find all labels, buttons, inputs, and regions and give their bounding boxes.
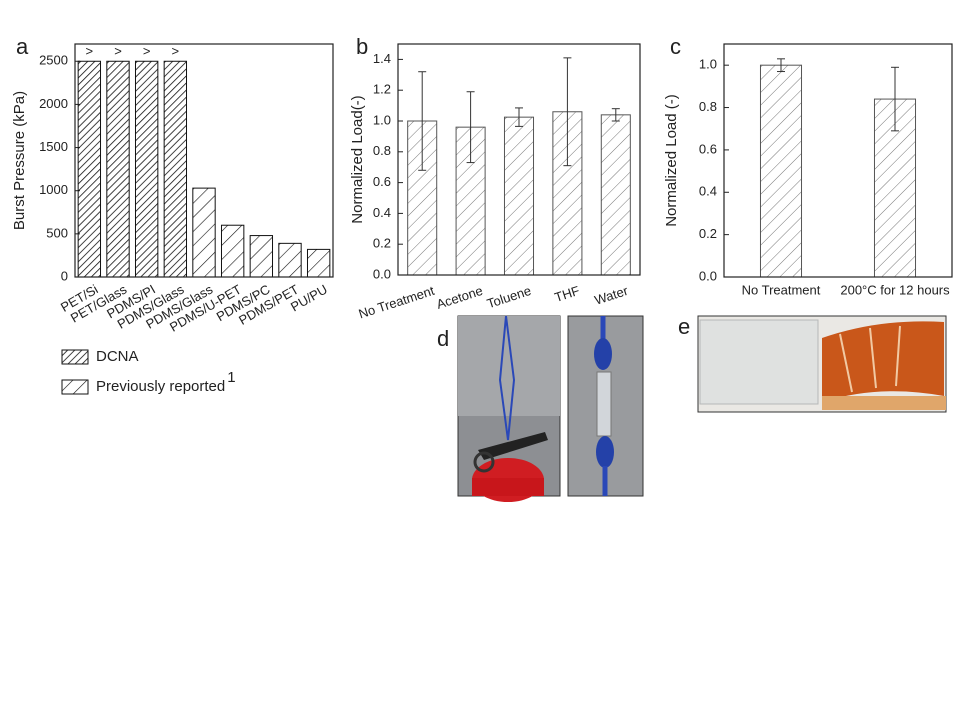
plot-frame xyxy=(723,43,953,278)
annotation: > xyxy=(86,43,94,58)
y-tick-label: 1500 xyxy=(39,139,68,154)
error-bar xyxy=(563,57,572,167)
error-bar xyxy=(611,108,620,122)
y-tick-label: 2000 xyxy=(39,96,68,111)
bar xyxy=(503,116,535,276)
error-bar xyxy=(891,66,899,132)
photo-d-left xyxy=(457,315,561,502)
x-tick-label: No Treatment xyxy=(357,283,437,322)
x-tick-label: Toluene xyxy=(485,283,533,311)
bar xyxy=(163,60,188,278)
panel-label: c xyxy=(670,34,681,59)
y-tick-label: 0.6 xyxy=(373,174,391,189)
y-tick-label: 0.8 xyxy=(699,99,717,114)
photo-d-right xyxy=(567,315,644,497)
bar xyxy=(278,242,302,278)
plot-frame xyxy=(74,43,334,278)
y-tick-label: 0.0 xyxy=(699,268,717,283)
y-tick-label: 500 xyxy=(46,225,68,240)
x-tick-label: Water xyxy=(593,283,631,308)
annotation: > xyxy=(172,43,180,58)
y-tick-label: 1.2 xyxy=(373,82,391,97)
y-tick-label: 0 xyxy=(61,268,68,283)
bar xyxy=(192,187,216,278)
y-tick-label: 0.2 xyxy=(373,236,391,251)
annotation: > xyxy=(114,43,122,58)
bar xyxy=(134,60,159,278)
x-tick-label: THF xyxy=(553,283,582,305)
x-tick-label: Acetone xyxy=(435,283,485,312)
legend-label: DCNA xyxy=(96,348,139,365)
y-tick-label: 0.0 xyxy=(373,266,391,281)
x-tick-label: 200°C for 12 hours xyxy=(840,282,950,297)
photo-e xyxy=(697,315,947,413)
panel-label: a xyxy=(16,34,29,59)
bar xyxy=(306,248,331,278)
bar xyxy=(249,235,274,278)
legend-swatch xyxy=(61,379,89,395)
y-tick-label: 1.0 xyxy=(373,112,391,127)
y-tick-label: 1.0 xyxy=(699,57,717,72)
panel-label: e xyxy=(678,314,690,339)
y-tick-label: 0.4 xyxy=(699,184,717,199)
bar xyxy=(106,60,130,278)
bar xyxy=(77,60,102,278)
y-tick-label: 0.4 xyxy=(373,205,391,220)
x-tick-label: No Treatment xyxy=(742,282,821,297)
y-axis-label: Normalized Load(-) xyxy=(349,95,366,223)
bar xyxy=(220,224,245,278)
y-axis-label: Burst Pressure (kPa) xyxy=(11,91,28,230)
error-bar xyxy=(515,107,523,127)
y-tick-label: 1.4 xyxy=(373,51,391,66)
legend-swatch xyxy=(61,349,89,365)
y-tick-label: 1000 xyxy=(39,182,68,197)
legend-label: Previously reported xyxy=(96,378,225,395)
y-tick-label: 0.2 xyxy=(699,226,717,241)
y-tick-label: 2500 xyxy=(39,53,68,68)
error-bar xyxy=(466,91,475,164)
bar xyxy=(759,64,803,278)
legend-superscript: 1 xyxy=(227,369,235,386)
y-tick-label: 0.8 xyxy=(373,143,391,158)
y-tick-label: 0.6 xyxy=(699,141,717,156)
plot-frame xyxy=(397,43,641,276)
panel-label: d xyxy=(437,326,449,351)
error-bar xyxy=(418,71,427,171)
y-axis-label: Normalized Load (-) xyxy=(663,94,680,227)
annotation: > xyxy=(143,43,151,58)
error-bar xyxy=(777,58,785,73)
bar xyxy=(600,114,631,276)
panel-label: b xyxy=(356,34,368,59)
